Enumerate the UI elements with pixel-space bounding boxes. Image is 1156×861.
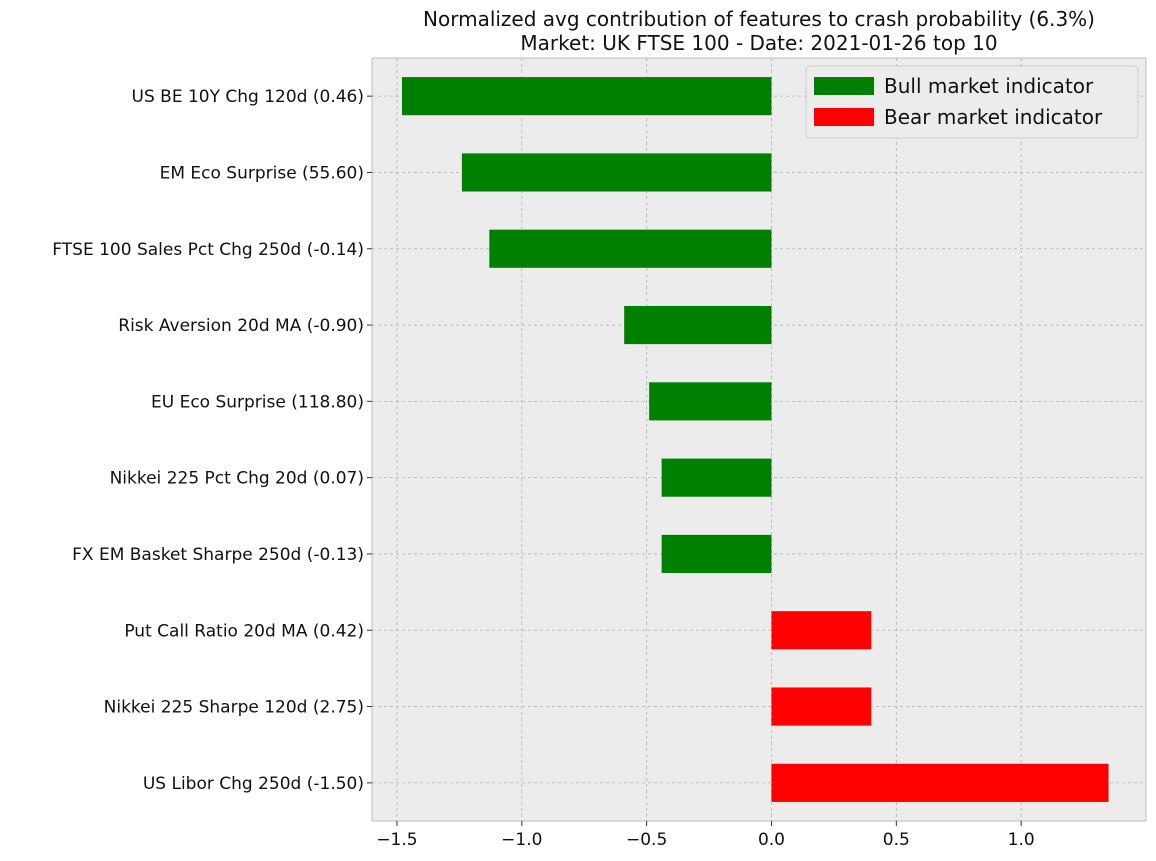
bar-8 [771, 687, 872, 726]
chart-subtitle: Market: UK FTSE 100 - Date: 2021-01-26 t… [520, 31, 997, 55]
y-tick-label-2: FTSE 100 Sales Pct Chg 250d (-0.14) [52, 240, 364, 260]
x-tick-label-1: −1.0 [501, 830, 542, 850]
x-tick-label-0: −1.5 [376, 830, 417, 850]
x-tick-label-4: 0.5 [883, 830, 910, 850]
legend-box [805, 65, 1139, 139]
y-tick-label-4: EU Eco Surprise (118.80) [151, 392, 364, 412]
legend-label-bear: Bear market indicator [884, 105, 1103, 129]
chart-title: Normalized avg contribution of features … [423, 7, 1095, 31]
bar-0 [401, 77, 772, 116]
bar-7 [771, 611, 872, 650]
y-tick-label-0: US BE 10Y Chg 120d (0.46) [132, 87, 364, 107]
y-tick-label-6: FX EM Basket Sharpe 250d (-0.13) [72, 545, 364, 565]
x-tick-label-5: 1.0 [1008, 830, 1035, 850]
y-tick-label-5: Nikkei 225 Pct Chg 20d (0.07) [110, 469, 364, 489]
x-tick-label-2: −0.5 [626, 830, 667, 850]
y-tick-label-1: EM Eco Surprise (55.60) [160, 163, 364, 183]
x-tick-label-3: 0.0 [758, 830, 785, 850]
bars [401, 77, 1109, 802]
bar-5 [661, 458, 772, 497]
legend: Bull market indicator Bear market indica… [805, 65, 1139, 139]
legend-label-bull: Bull market indicator [884, 74, 1094, 98]
y-tick-label-8: Nikkei 225 Sharpe 120d (2.75) [104, 698, 364, 718]
legend-swatch-bear [814, 108, 874, 126]
bar-9 [771, 763, 1109, 802]
y-tick-label-7: Put Call Ratio 20d MA (0.42) [124, 621, 364, 641]
bar-2 [489, 229, 772, 268]
bar-3 [624, 305, 772, 345]
y-axis-labels: US BE 10Y Chg 120d (0.46) EM Eco Surprise… [52, 87, 372, 794]
bar-1 [461, 153, 772, 192]
bar-4 [649, 382, 772, 421]
y-tick-label-3: Risk Aversion 20d MA (-0.90) [118, 316, 364, 336]
x-axis-ticks: −1.5 −1.0 −0.5 0.0 0.5 1.0 [376, 821, 1035, 850]
y-tick-label-9: US Libor Chg 250d (-1.50) [143, 774, 364, 794]
legend-swatch-bull [814, 77, 874, 95]
bar-6 [661, 534, 772, 574]
